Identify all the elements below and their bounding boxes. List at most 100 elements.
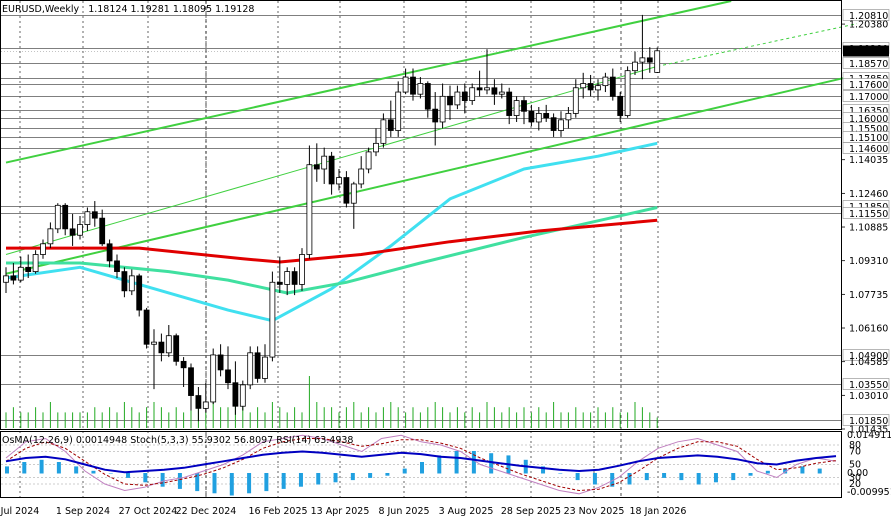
candle[interactable] — [432, 92, 439, 146]
volume-bars — [5, 376, 658, 428]
candle[interactable] — [313, 143, 320, 182]
candle[interactable] — [484, 49, 490, 95]
candle[interactable] — [3, 267, 9, 293]
candle[interactable] — [32, 250, 39, 274]
candle[interactable] — [632, 51, 638, 75]
candle[interactable] — [121, 267, 128, 298]
candle[interactable] — [572, 79, 579, 118]
x-tick-label: 28 Sep 2025 — [501, 506, 561, 517]
candle[interactable] — [343, 171, 350, 208]
candle[interactable] — [210, 348, 217, 405]
candle[interactable] — [447, 85, 453, 120]
candle[interactable] — [328, 151, 335, 195]
candle[interactable] — [291, 267, 298, 296]
candle-body — [343, 177, 350, 204]
candle[interactable] — [461, 83, 468, 114]
candle[interactable] — [454, 85, 461, 110]
candle[interactable] — [373, 128, 379, 157]
candle[interactable] — [602, 72, 609, 93]
candle[interactable] — [143, 307, 150, 349]
candle[interactable] — [276, 256, 283, 293]
candle[interactable] — [358, 156, 365, 189]
candle[interactable] — [136, 273, 143, 317]
candle[interactable] — [128, 269, 135, 296]
candle[interactable] — [609, 68, 616, 101]
candle[interactable] — [439, 83, 446, 129]
candle[interactable] — [54, 203, 61, 234]
candle-body — [69, 228, 76, 236]
candle[interactable] — [595, 79, 601, 101]
candle[interactable] — [558, 111, 564, 137]
candle[interactable] — [321, 147, 328, 184]
candle-body — [299, 254, 305, 285]
candle[interactable] — [217, 344, 224, 377]
candle[interactable] — [543, 104, 550, 122]
candle[interactable] — [387, 100, 394, 137]
candle[interactable] — [40, 239, 46, 259]
candle[interactable] — [646, 47, 653, 73]
candles[interactable] — [3, 14, 661, 422]
candle[interactable] — [10, 263, 17, 285]
candle[interactable] — [106, 239, 113, 268]
candle[interactable] — [624, 66, 631, 118]
candle[interactable] — [380, 113, 387, 148]
candle[interactable] — [476, 70, 483, 97]
candle[interactable] — [284, 267, 291, 296]
candle[interactable] — [402, 68, 409, 95]
candle[interactable] — [254, 346, 261, 383]
candle[interactable] — [521, 96, 527, 125]
candle[interactable] — [262, 344, 268, 383]
candle[interactable] — [173, 333, 180, 366]
candle[interactable] — [25, 254, 32, 278]
osc-level-label: 50 — [849, 460, 861, 471]
candle[interactable] — [269, 271, 276, 362]
candle[interactable] — [498, 83, 505, 99]
candle[interactable] — [232, 361, 239, 415]
candle[interactable] — [299, 248, 305, 291]
candle[interactable] — [99, 209, 106, 246]
candle[interactable] — [513, 96, 520, 122]
candle[interactable] — [410, 68, 416, 101]
candle[interactable] — [424, 81, 431, 118]
candle[interactable] — [77, 216, 83, 240]
candle[interactable] — [84, 207, 91, 231]
candle[interactable] — [528, 104, 535, 127]
candle[interactable] — [180, 357, 187, 388]
candle[interactable] — [535, 107, 542, 131]
candle[interactable] — [202, 382, 209, 413]
candle[interactable] — [350, 181, 357, 229]
candle[interactable] — [47, 222, 54, 249]
candle[interactable] — [306, 145, 313, 259]
candle[interactable] — [469, 83, 476, 105]
candle[interactable] — [417, 77, 424, 99]
candle-body — [476, 87, 483, 91]
candle[interactable] — [491, 79, 498, 105]
candle[interactable] — [654, 47, 661, 74]
candle[interactable] — [365, 147, 372, 174]
candle[interactable] — [587, 74, 594, 97]
candle[interactable] — [225, 346, 231, 390]
candle[interactable] — [336, 168, 342, 191]
candle[interactable] — [239, 380, 246, 411]
candle[interactable] — [188, 363, 194, 411]
candle[interactable] — [62, 203, 69, 236]
candle[interactable] — [617, 92, 624, 122]
candle[interactable] — [158, 333, 165, 362]
candle[interactable] — [639, 14, 646, 80]
candle[interactable] — [195, 387, 202, 422]
candle[interactable] — [114, 254, 120, 278]
candle[interactable] — [506, 87, 513, 125]
candle[interactable] — [247, 346, 254, 390]
candle[interactable] — [550, 113, 557, 137]
candle[interactable] — [69, 213, 76, 246]
candle[interactable] — [580, 72, 587, 99]
candle[interactable] — [91, 201, 98, 227]
candle-body — [402, 76, 409, 93]
candle[interactable] — [395, 81, 402, 137]
candle[interactable] — [151, 329, 157, 390]
candle[interactable] — [565, 107, 572, 129]
candle[interactable] — [165, 325, 172, 358]
candle[interactable] — [17, 256, 24, 283]
